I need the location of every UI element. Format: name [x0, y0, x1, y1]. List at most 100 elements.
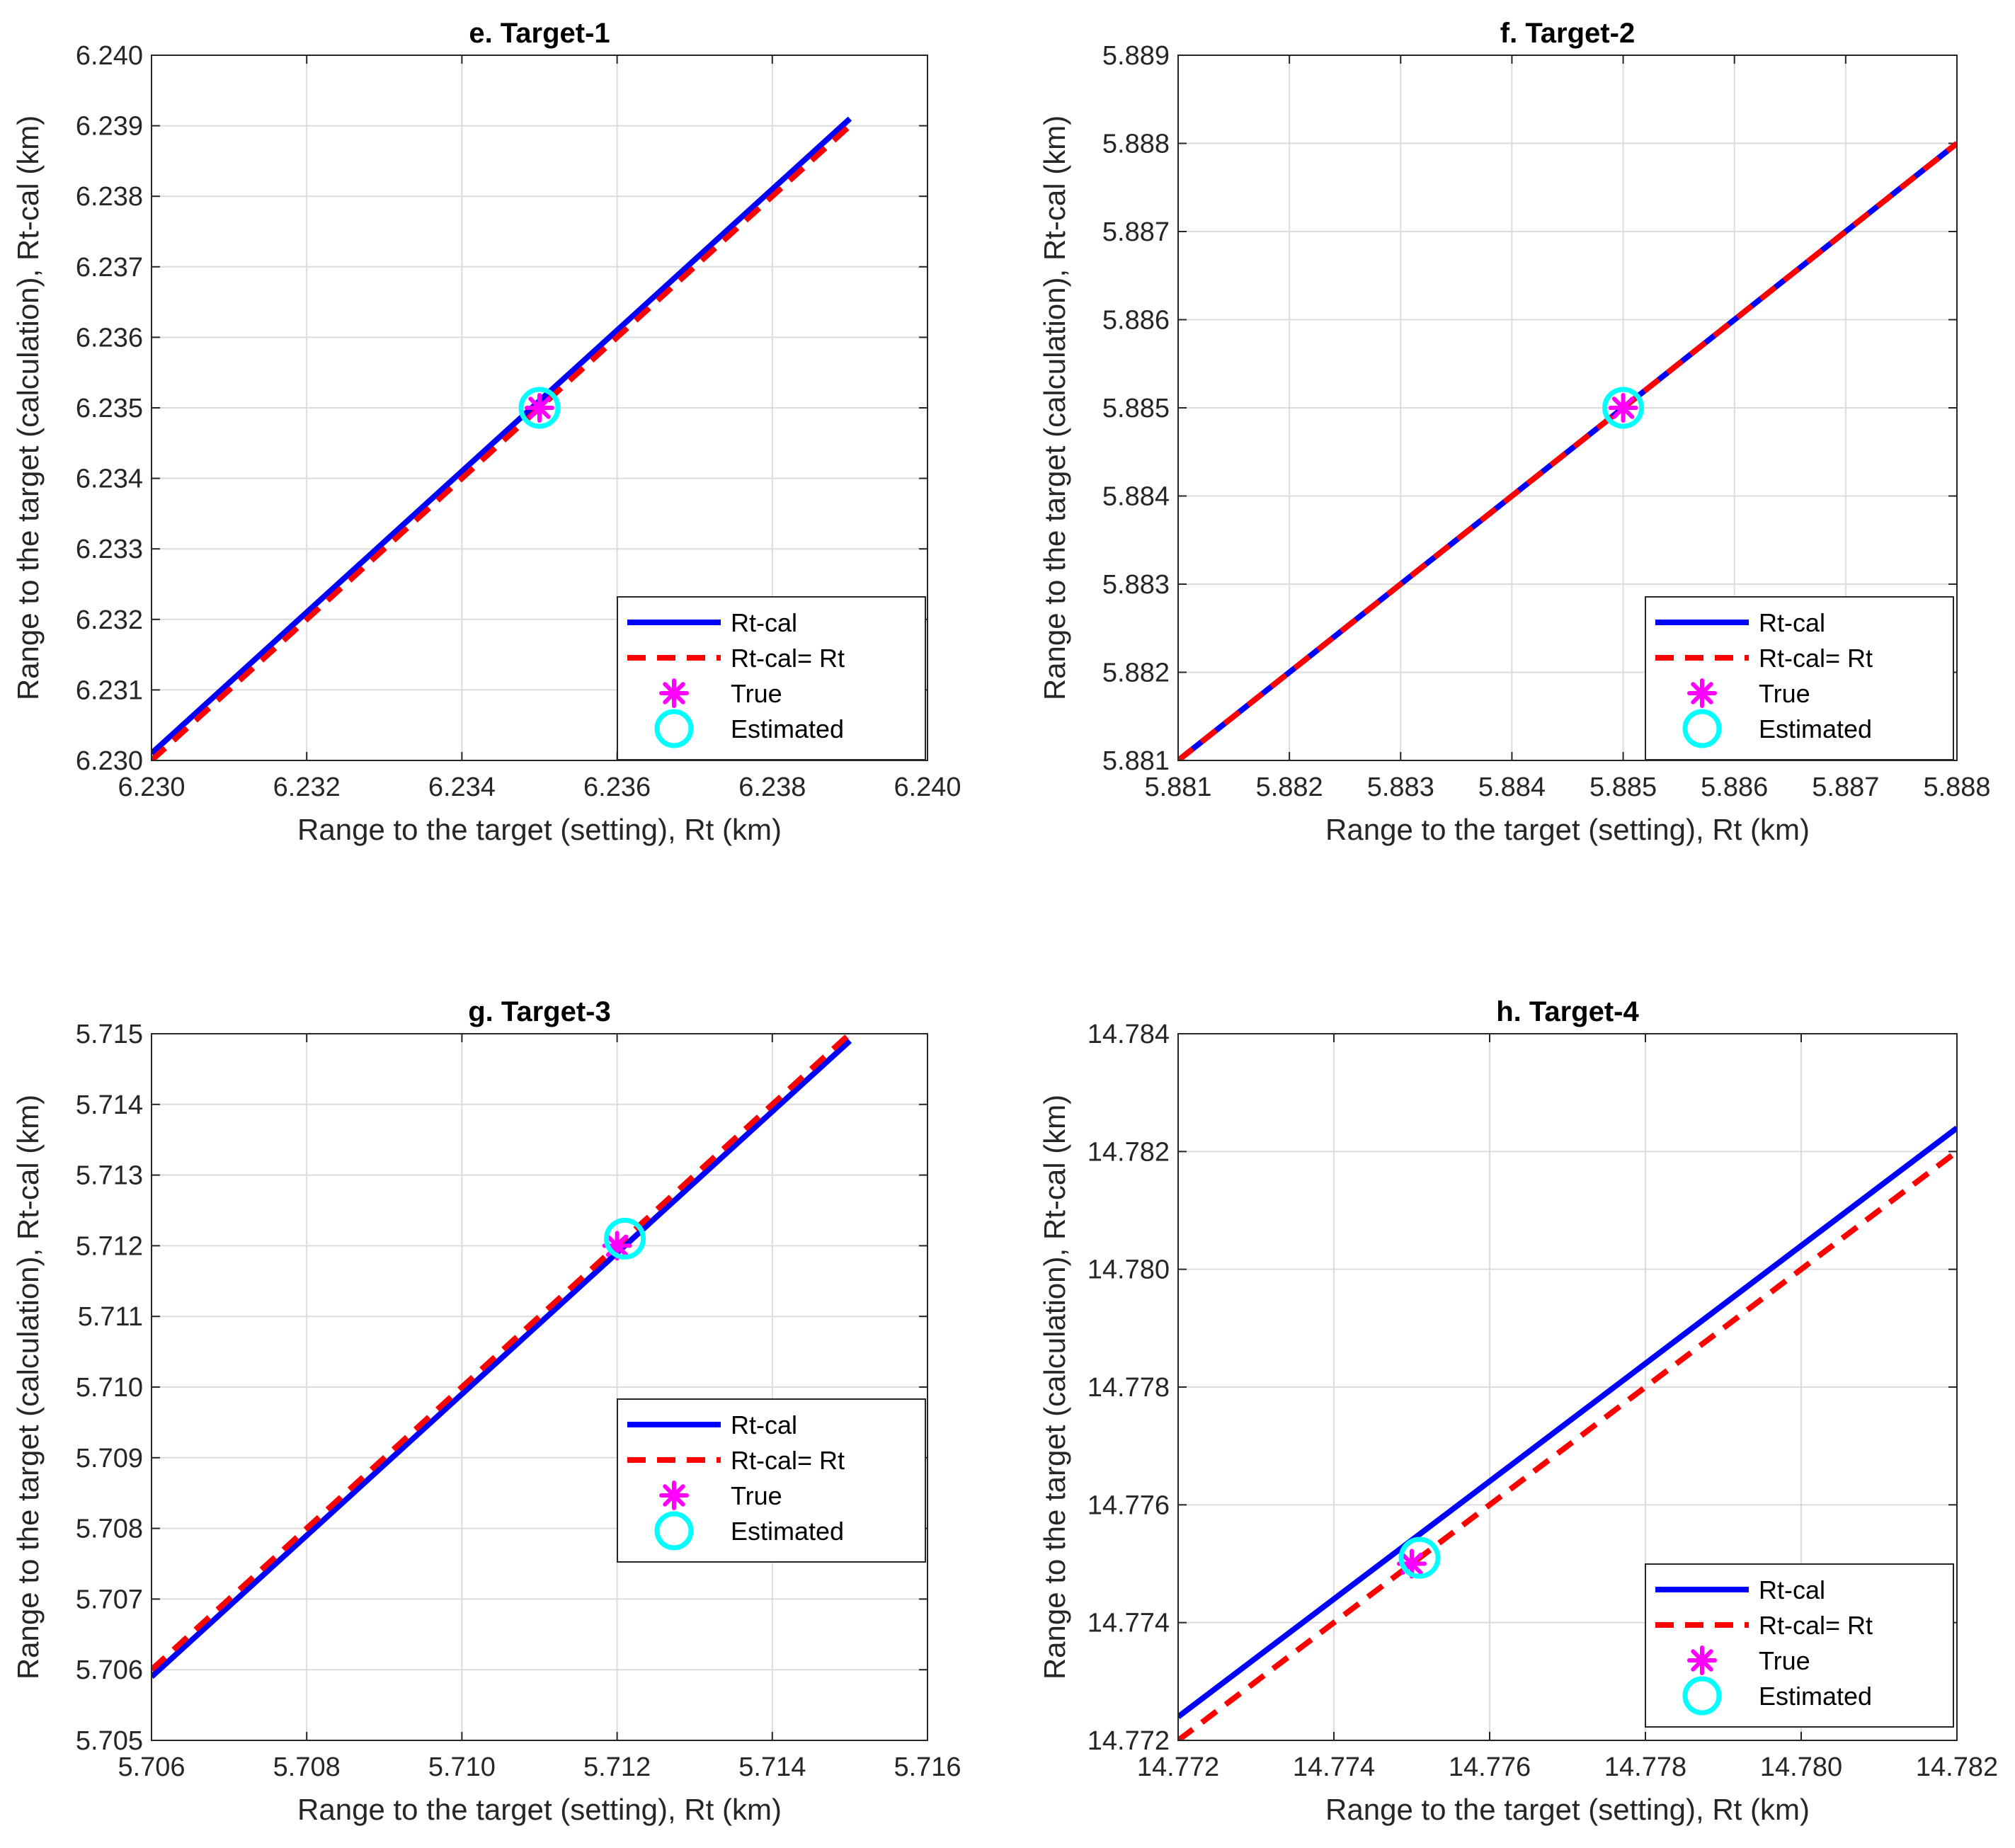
series-line-rt-cal-eq-rt — [152, 1034, 852, 1672]
y-tick-label: 6.239 — [76, 112, 143, 142]
legend: Rt-cal Rt-cal= Rt True Estimated — [1645, 1563, 1954, 1728]
y-axis-label: Range to the target (calculation), Rt-ca… — [11, 1095, 45, 1679]
legend-entry: Rt-cal= Rt — [1655, 644, 1873, 673]
y-tick-label: 6.235 — [76, 394, 143, 423]
legend-key-circle — [1682, 709, 1722, 748]
series-group — [152, 1034, 852, 1679]
legend-entry: Rt-cal — [1655, 1575, 1825, 1604]
legend-key-circle — [654, 709, 694, 748]
y-tick-label: 5.711 — [78, 1302, 143, 1332]
y-tick-label: 14.782 — [1088, 1137, 1170, 1167]
y-tick-label: 14.774 — [1088, 1609, 1170, 1638]
y-tick-label: 6.230 — [76, 746, 143, 776]
x-tick-label: 6.230 — [118, 772, 185, 802]
x-axis-label: Range to the target (setting), Rt (km) — [1325, 813, 1810, 846]
y-tick-label: 6.237 — [76, 253, 143, 283]
y-tick-label: 5.885 — [1102, 394, 1170, 423]
y-tick-label: 5.714 — [76, 1090, 143, 1120]
legend: Rt-cal Rt-cal= Rt True Estimated — [617, 1398, 926, 1563]
x-tick-label: 5.714 — [738, 1752, 806, 1782]
legend-entry: Estimated — [654, 1511, 844, 1551]
series-line-rt-cal-eq-rt — [1178, 141, 1957, 760]
legend-label: True — [731, 679, 782, 708]
legend-key-asterisk — [659, 678, 689, 708]
y-tick-label: 5.883 — [1102, 570, 1170, 600]
x-tick-label: 5.888 — [1923, 772, 1990, 802]
x-tick-label: 5.881 — [1144, 772, 1211, 802]
x-tick-label: 5.884 — [1478, 772, 1546, 802]
y-axis-label: Range to the target (calculation), Rt-ca… — [1038, 115, 1071, 700]
legend-label: Estimated — [731, 714, 844, 743]
series-line-rt-cal — [1178, 1125, 1957, 1719]
legend-entry: Rt-cal — [627, 1410, 797, 1439]
chart-title: g. Target-3 — [468, 996, 611, 1027]
chart-title: f. Target-2 — [1500, 18, 1635, 49]
legend-label: Estimated — [1759, 1682, 1872, 1711]
x-tick-label: 14.772 — [1137, 1752, 1219, 1782]
true-point-marker — [1608, 393, 1638, 423]
x-tick-label: 14.782 — [1916, 1752, 1998, 1782]
legend-entry: Rt-cal — [627, 608, 797, 637]
y-axis-label: Range to the target (calculation), Rt-ca… — [1038, 1095, 1071, 1679]
y-axis-label: Range to the target (calculation), Rt-ca… — [11, 115, 45, 700]
y-tick-label: 6.236 — [76, 323, 143, 353]
legend-entry: Rt-cal= Rt — [627, 1446, 845, 1475]
y-tick-label: 5.886 — [1102, 306, 1170, 336]
x-tick-label: 14.778 — [1604, 1752, 1686, 1782]
series-line-rt-cal — [152, 116, 852, 756]
y-tick-label: 6.238 — [76, 182, 143, 212]
chart-title: e. Target-1 — [469, 18, 610, 49]
y-tick-label: 14.778 — [1088, 1373, 1170, 1403]
series-group — [1178, 141, 1957, 760]
series-line-rt-cal-eq-rt — [1178, 1149, 1957, 1740]
legend-label: Rt-cal= Rt — [1759, 644, 1873, 673]
series-group — [1178, 1125, 1957, 1740]
x-tick-label: 5.883 — [1367, 772, 1434, 802]
legend-entry: True — [1687, 1645, 1810, 1675]
y-tick-label: 5.889 — [1102, 41, 1170, 71]
chart-title: h. Target-4 — [1496, 996, 1639, 1027]
y-tick-label: 5.713 — [76, 1161, 143, 1191]
y-tick-label: 14.772 — [1088, 1726, 1170, 1756]
legend-entry: Estimated — [1682, 709, 1872, 748]
y-tick-label: 5.708 — [76, 1515, 143, 1544]
legend-entry: Estimated — [1682, 1676, 1872, 1716]
estimated-point-marker — [518, 387, 561, 429]
x-axis-label: Range to the target (setting), Rt (km) — [1325, 1793, 1810, 1826]
legend-label: Rt-cal — [1759, 1575, 1825, 1604]
x-tick-label: 6.240 — [894, 772, 961, 802]
x-tick-label: 5.712 — [583, 1752, 651, 1782]
x-tick-label: 5.706 — [118, 1752, 185, 1782]
y-tick-label: 5.707 — [76, 1585, 143, 1614]
y-tick-label: 6.231 — [76, 675, 143, 705]
legend-key-circle — [1682, 1676, 1722, 1716]
x-tick-label: 14.774 — [1293, 1752, 1375, 1782]
y-tick-label: 6.232 — [76, 605, 143, 635]
y-tick-label: 5.887 — [1102, 217, 1170, 247]
series-line-rt-cal — [152, 1039, 852, 1679]
series-line-rt-cal-eq-rt — [152, 123, 852, 760]
legend-entry: True — [659, 678, 782, 708]
axes-box — [1177, 1033, 1958, 1741]
x-tick-label: 14.776 — [1449, 1752, 1531, 1782]
legend-entry: Estimated — [654, 709, 844, 748]
x-tick-label: 6.232 — [273, 772, 341, 802]
legend-entry: True — [1687, 678, 1810, 708]
legend-label: True — [731, 1481, 782, 1510]
legend-label: Estimated — [731, 1517, 844, 1546]
x-tick-label: 6.234 — [428, 772, 496, 802]
legend-entry: Rt-cal= Rt — [1655, 1611, 1873, 1640]
legend-key-asterisk — [1687, 1645, 1717, 1675]
y-tick-label: 5.882 — [1102, 658, 1170, 688]
chart-panel-4: 14.772 14.774 14.776 14.778 14.780 14.782 14.7… — [1038, 996, 1998, 1826]
legend-key-asterisk — [659, 1481, 689, 1510]
x-tick-label: 5.710 — [428, 1752, 496, 1782]
y-tick-label: 5.715 — [76, 1020, 143, 1049]
axes-box — [151, 55, 928, 761]
x-tick-label: 14.780 — [1760, 1752, 1842, 1782]
legend-entry: Rt-cal — [1655, 608, 1825, 637]
series-group — [152, 116, 852, 760]
x-tick-label: 6.238 — [738, 772, 806, 802]
axes-box — [1177, 55, 1958, 761]
